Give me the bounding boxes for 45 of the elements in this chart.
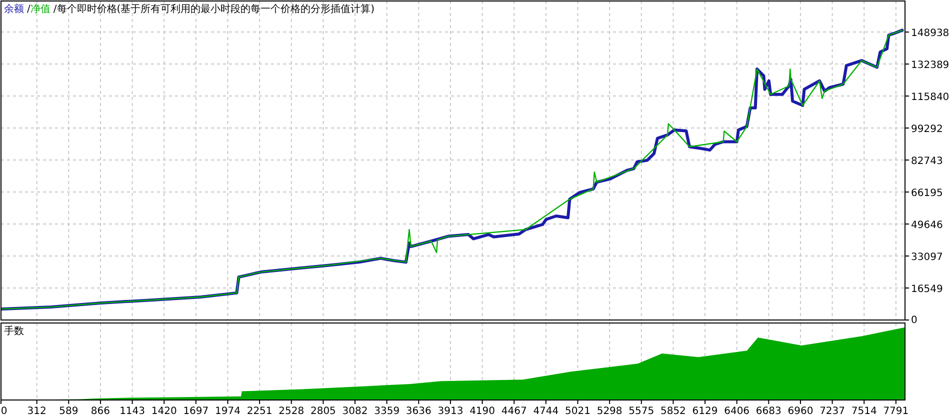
y-tick-label: 82743 <box>911 156 943 168</box>
x-tick-label: 7514 <box>851 406 877 417</box>
x-tick-label: 312 <box>27 406 46 417</box>
y-tick-label: 16549 <box>911 284 943 296</box>
y-tick-label: 132389 <box>911 60 950 72</box>
x-tick-label: 3082 <box>342 406 368 417</box>
x-tick-label: 6129 <box>692 406 718 417</box>
x-tick-label: 7237 <box>820 406 846 417</box>
x-tick-label: 5298 <box>596 406 622 417</box>
x-tick-label: 1697 <box>183 406 209 417</box>
x-tick-label: 5852 <box>660 406 686 417</box>
x-tick-label: 6960 <box>788 406 814 417</box>
x-tick-label: 3359 <box>374 406 400 417</box>
annotation: / <box>27 4 31 15</box>
y-tick-label: 0 <box>911 315 918 326</box>
x-tick-label: 5021 <box>565 406 590 417</box>
x-tick-label: 2805 <box>310 406 336 417</box>
x-tick-label: 2528 <box>278 406 304 417</box>
x-tick-label: 4744 <box>533 406 559 417</box>
text: 余额 <box>4 3 24 15</box>
y-tick-label: 33097 <box>911 252 943 264</box>
x-tick-label: 1420 <box>151 406 177 417</box>
x-tick-label: 6406 <box>724 406 750 417</box>
x-tick-label: 4467 <box>501 406 527 417</box>
annotation: / <box>53 4 58 15</box>
y-tick-label: 148938 <box>911 28 950 40</box>
x-tick-label: 4190 <box>470 406 496 417</box>
x-tick-label: 1974 <box>215 406 240 417</box>
x-tick-label: 1143 <box>120 406 146 417</box>
x-tick-label: 589 <box>59 406 78 417</box>
y-tick-label: 99292 <box>911 124 943 136</box>
x-tick-label: 3913 <box>438 406 464 417</box>
x-tick-label: 3636 <box>406 406 432 417</box>
y-tick-label: 66195 <box>911 188 943 200</box>
y-tick-label: 49646 <box>911 220 943 232</box>
text: 净值 <box>30 3 50 15</box>
x-tick-label: 7791 <box>883 406 909 417</box>
x-tick-label: 0 <box>0 406 8 417</box>
x-tick-label: 2251 <box>246 406 272 417</box>
x-tick-label: 6683 <box>756 406 782 417</box>
x-tick-label: 866 <box>90 406 110 417</box>
chart-title: 每个即时价格(基于所有可利用的最小时段的每一个价格的分形插值计算) <box>56 3 375 15</box>
x-tick-label: 5575 <box>628 406 654 417</box>
chart-title: 手数 <box>4 325 24 337</box>
y-tick-label: 115840 <box>911 92 950 104</box>
